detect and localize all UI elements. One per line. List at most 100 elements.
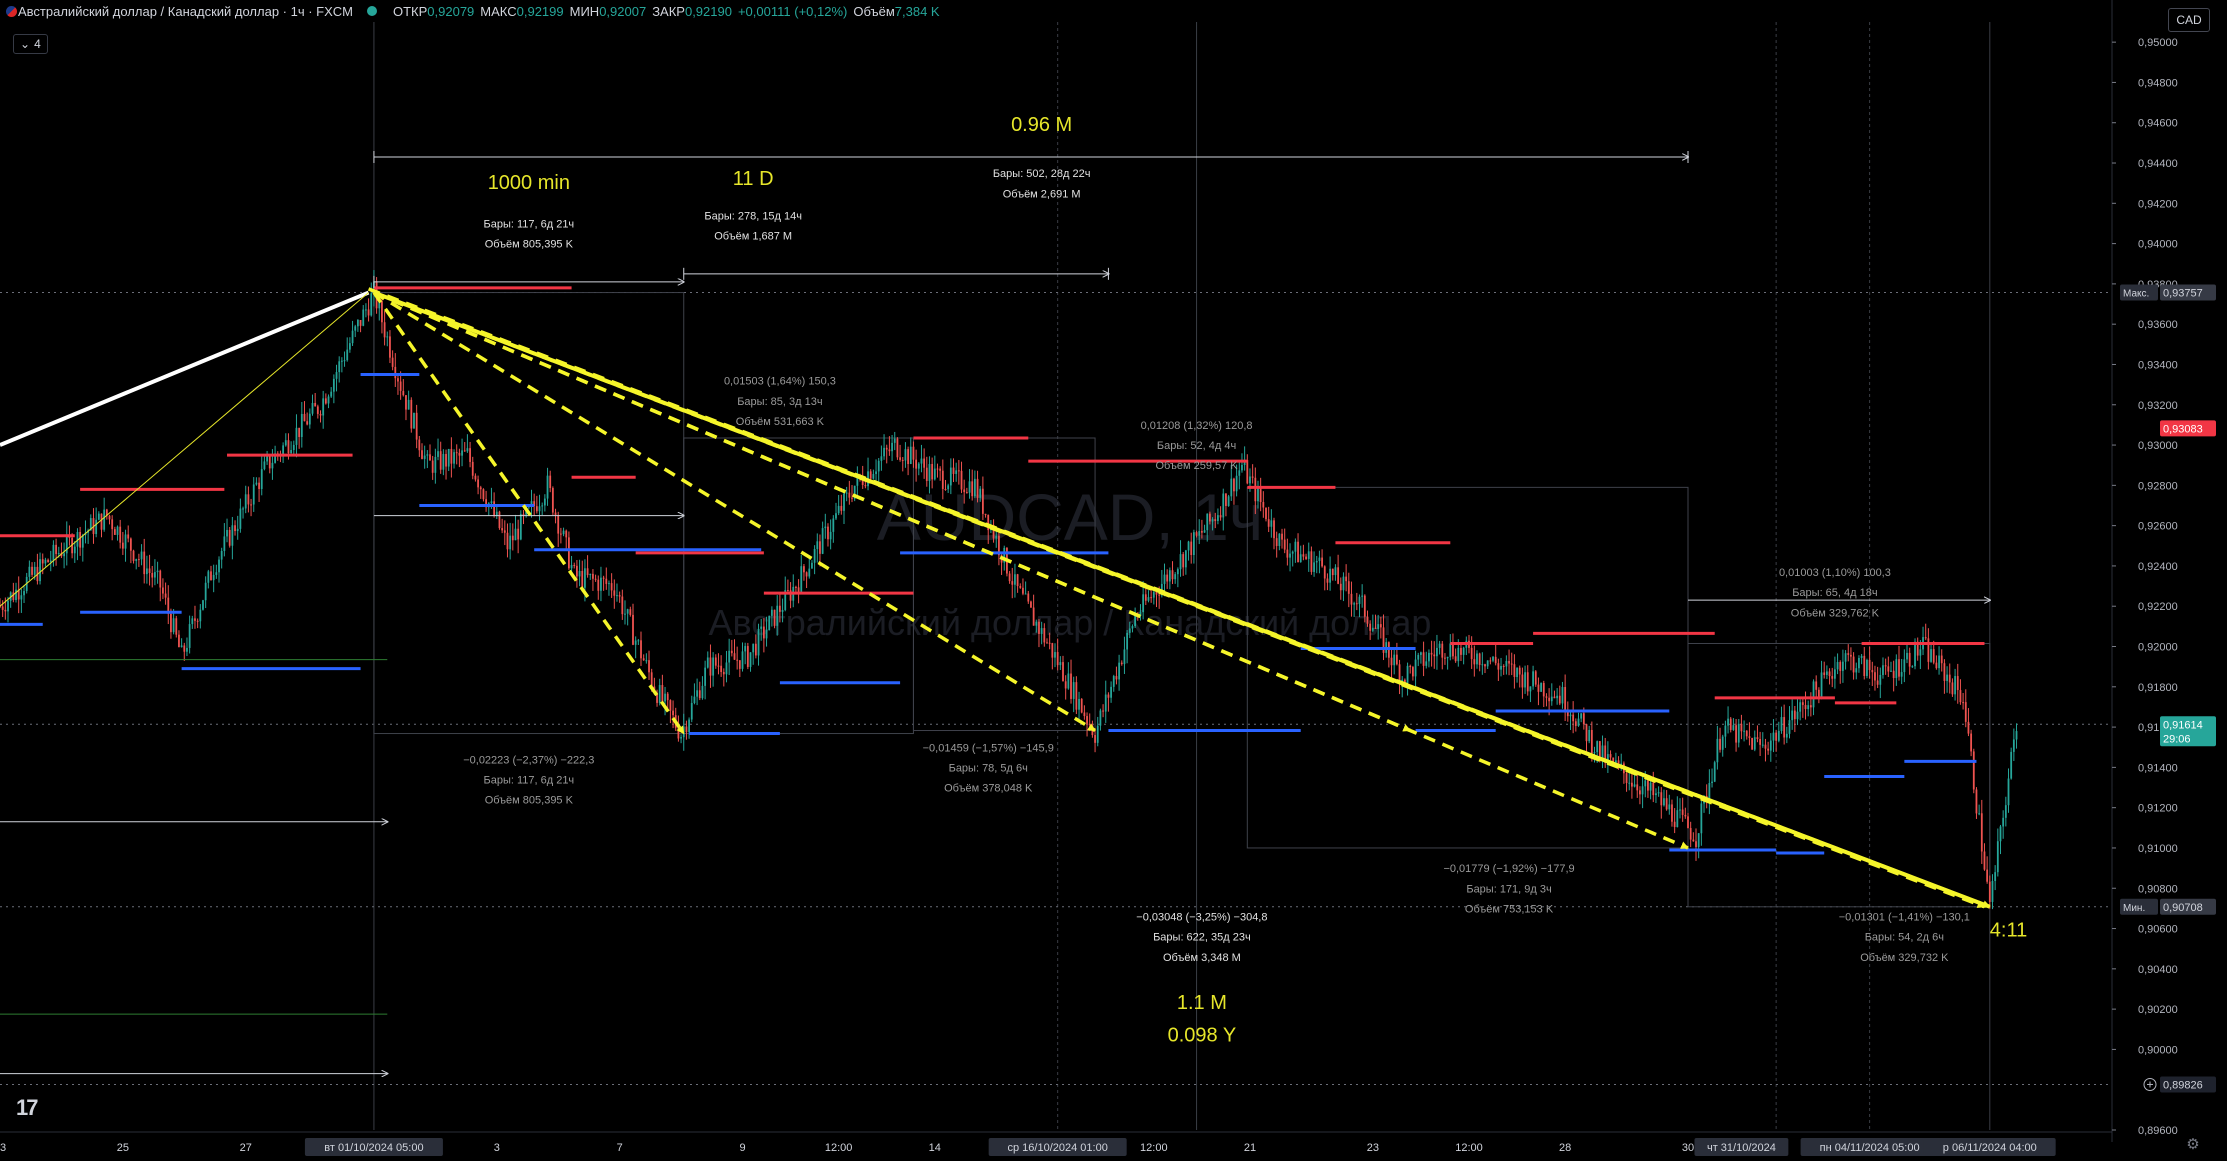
measure-annotation: Бары: 65, 4д 18ч <box>1792 587 1877 599</box>
candle-body <box>1355 603 1358 605</box>
candle-body <box>17 589 20 600</box>
candle-body <box>1836 662 1839 670</box>
candle-body <box>725 662 728 675</box>
candle-body <box>586 568 589 576</box>
candle-body <box>119 526 122 543</box>
currency-button[interactable]: CAD <box>2168 8 2210 32</box>
candle-body <box>1270 520 1273 527</box>
candle-body <box>1764 744 1767 749</box>
candle-body <box>546 475 549 499</box>
candle-body <box>1825 671 1828 675</box>
candle-body <box>250 504 252 506</box>
price-label-value: 0,90708 <box>2163 902 2203 914</box>
candle-body <box>1866 659 1868 676</box>
candle-body <box>1924 637 1927 639</box>
candle-body <box>322 398 325 416</box>
price-label-box <box>2160 898 2216 915</box>
yellow-dashed-arrow <box>373 290 1689 850</box>
candle-body <box>1070 673 1072 699</box>
candle-body <box>1860 655 1863 658</box>
indicators-toggle[interactable]: ⌄ 4 <box>13 34 48 54</box>
measure-annotation: Бары: 85, 3д 13ч <box>737 396 822 408</box>
candle-body <box>1946 674 1948 681</box>
candle-body <box>1801 702 1804 705</box>
candle-body <box>1035 621 1038 626</box>
candle-body <box>578 570 581 577</box>
candle-body <box>1625 773 1628 783</box>
candle-body <box>1890 670 1892 672</box>
tradingview-logo-icon[interactable]: 17 <box>16 1095 39 1120</box>
candle-body <box>827 526 829 540</box>
candle-body <box>1606 754 1609 763</box>
candle-body <box>658 685 661 703</box>
candle-body <box>749 652 752 667</box>
candle-body <box>1481 664 1484 666</box>
candle-body <box>290 450 293 454</box>
time-tick-label: ср 16/10/2024 01:00 <box>1008 1142 1108 1154</box>
time-tick-label: 28 <box>1559 1142 1571 1154</box>
candle-body <box>274 453 277 463</box>
measure-annotation: −0,03048 (−3,25%) −304,8 <box>1136 911 1267 923</box>
candle-body <box>1679 809 1681 811</box>
candle-body <box>439 451 442 470</box>
candle-body <box>479 487 482 490</box>
candle-body <box>97 513 100 520</box>
candle-body <box>1521 674 1524 688</box>
candle-body <box>535 506 538 512</box>
candle-body <box>995 535 998 539</box>
candle-body <box>1962 702 1965 704</box>
candle-body <box>1214 519 1217 521</box>
gear-icon[interactable]: ⚙ <box>2186 1136 2200 1153</box>
candle-body <box>103 509 106 530</box>
candle-body <box>1574 721 1577 726</box>
candle-body <box>1425 661 1428 666</box>
time-tick-box <box>988 1138 1127 1156</box>
symbol-title[interactable]: Австралийский доллар / Канадский доллар … <box>18 3 353 19</box>
candle-body <box>1235 475 1238 492</box>
candle-body <box>271 462 274 469</box>
candle-body <box>1809 705 1812 708</box>
candle-body <box>1916 641 1919 656</box>
candle-body <box>821 528 824 554</box>
candle-body <box>789 590 792 601</box>
candle-body <box>1852 656 1855 673</box>
measure-annotation: Объём 2,691 M <box>1003 188 1081 200</box>
big-annotation: 4:11 <box>1990 920 2027 942</box>
candle-body <box>816 541 819 550</box>
yellow-solid-trend <box>373 290 1991 909</box>
candle-body <box>218 559 220 573</box>
candle-body <box>1345 576 1348 582</box>
candle-body <box>1783 717 1786 738</box>
candle-body <box>987 514 990 531</box>
candle-body <box>920 458 923 464</box>
candle-body <box>242 508 244 510</box>
big-annotation: 0.098 Y <box>1168 1024 1237 1046</box>
candle-body <box>1238 470 1241 476</box>
candle-body <box>1772 732 1775 741</box>
candle-body <box>1462 647 1465 655</box>
time-tick-label: 3 <box>494 1142 500 1154</box>
candle-body <box>1278 533 1281 546</box>
candle-body <box>835 513 837 519</box>
candle-body <box>864 485 867 487</box>
candle-body <box>431 460 434 473</box>
measure-annotation: Объём 3,348 M <box>1163 952 1241 964</box>
range-box <box>1687 642 1991 908</box>
candle-body <box>1209 513 1211 522</box>
candle-body <box>1612 757 1615 763</box>
price-tick-label: 0,89600 <box>2138 1125 2178 1137</box>
candle-body <box>1991 880 1994 902</box>
candle-body <box>340 360 343 362</box>
candle-body <box>781 609 784 612</box>
candle-body <box>426 454 429 456</box>
candle-body <box>888 449 891 452</box>
candle-body <box>1104 694 1107 712</box>
candle-body <box>1302 554 1305 557</box>
candle-body <box>733 653 736 660</box>
market-status-icon <box>367 6 377 16</box>
candle-body <box>1436 647 1438 657</box>
candle-body <box>1366 616 1369 624</box>
candle-body <box>1844 653 1847 662</box>
candle-body <box>1639 790 1641 795</box>
